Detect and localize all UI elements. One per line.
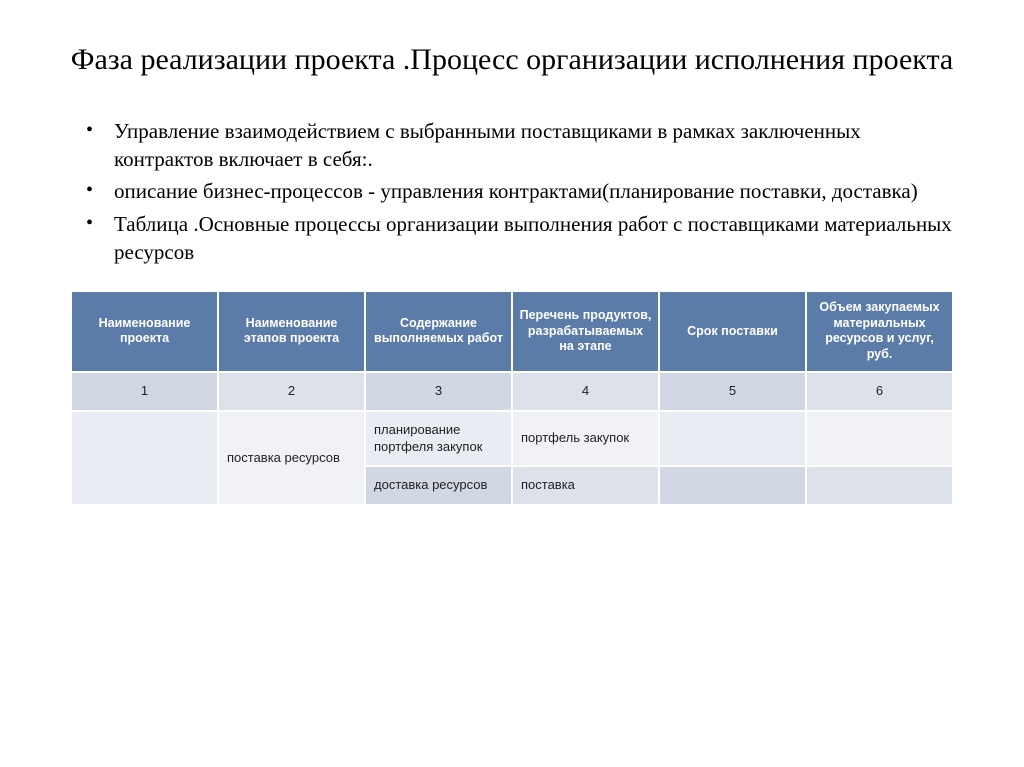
table-cell: портфель закупок <box>512 411 659 467</box>
table-cell: 5 <box>659 372 806 411</box>
slide-title: Фаза реализации проекта .Процесс организ… <box>70 40 954 81</box>
bullet-list: Управление взаимодействием с выбранными … <box>70 117 954 267</box>
table-cell <box>659 411 806 467</box>
col-header: Объем закупаемых материальных ресурсов и… <box>806 291 953 372</box>
table-number-row: 1 2 3 4 5 6 <box>71 372 953 411</box>
table-row: поставка ресурсов планирование портфеля … <box>71 411 953 467</box>
col-header: Перечень продуктов, разрабатываемых на э… <box>512 291 659 372</box>
table-cell: 3 <box>365 372 512 411</box>
col-header: Срок поставки <box>659 291 806 372</box>
table-cell: планирование портфеля закупок <box>365 411 512 467</box>
table-cell: доставка ресурсов <box>365 466 512 505</box>
table-cell <box>806 466 953 505</box>
col-header: Наименование проекта <box>71 291 218 372</box>
table-cell <box>659 466 806 505</box>
col-header: Наименование этапов проекта <box>218 291 365 372</box>
table-cell: поставка ресурсов <box>218 411 365 506</box>
bullet-item: Таблица .Основные процессы организации в… <box>80 210 954 267</box>
col-header: Содержание выполняемых работ <box>365 291 512 372</box>
table-cell <box>806 411 953 467</box>
bullet-item: описание бизнес-процессов - управления к… <box>80 177 954 205</box>
bullet-item: Управление взаимодействием с выбранными … <box>80 117 954 174</box>
table-cell: 6 <box>806 372 953 411</box>
table-cell: 4 <box>512 372 659 411</box>
table-cell: 2 <box>218 372 365 411</box>
table-cell: 1 <box>71 372 218 411</box>
table-cell: поставка <box>512 466 659 505</box>
process-table: Наименование проекта Наименование этапов… <box>70 290 954 506</box>
table-cell <box>71 411 218 506</box>
table-header-row: Наименование проекта Наименование этапов… <box>71 291 953 372</box>
